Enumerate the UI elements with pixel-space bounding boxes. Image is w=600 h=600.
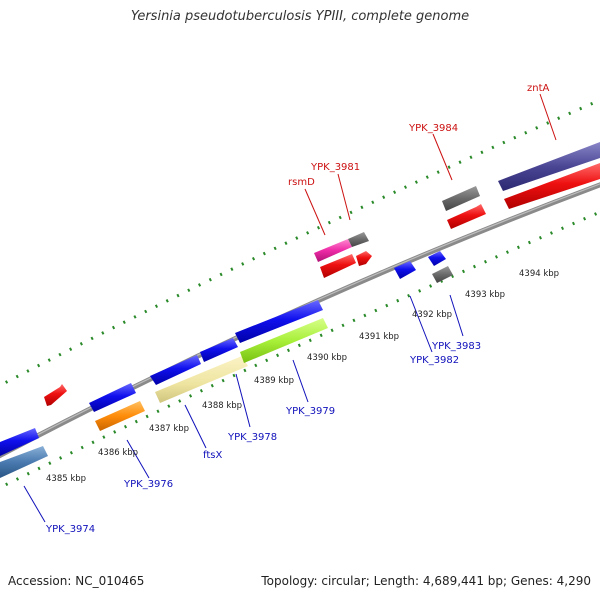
kbp-label-4387: 4387 kbp (149, 424, 189, 434)
kbp-label-4386: 4386 kbp (98, 448, 138, 458)
genome-summary-text: Topology: circular; Length: 4,689,441 bp… (261, 574, 591, 588)
kbp-label-4389: 4389 kbp (254, 376, 294, 386)
label-ypk3982[interactable]: YPK_3982 (409, 355, 459, 366)
gene-ypk3978 (240, 318, 328, 363)
rsmd-leader (304, 188, 326, 236)
label-ftsx[interactable]: ftsX (203, 450, 222, 461)
kbp-label-4388: 4388 kbp (202, 401, 242, 411)
kbp-label-4392: 4392 kbp (412, 310, 452, 320)
reverse-tick-rail (0, 210, 600, 490)
label-ypk3981[interactable]: YPK_3981 (310, 162, 360, 173)
map-title: Yersinia pseudotuberculosis YPIII, compl… (130, 9, 470, 24)
kbp-label-4385: 4385 kbp (46, 474, 86, 484)
label-rsmd[interactable]: rsmD (288, 177, 315, 188)
ypk3982-leader (409, 295, 433, 353)
gene-rsmd (314, 239, 352, 262)
gene-forward-red-4 (504, 163, 600, 209)
ypk3974-leader (23, 485, 46, 523)
gene-ypk3976 (95, 401, 145, 431)
gene-ypk3983-grey (432, 266, 453, 283)
gene-forward-red-1 (320, 254, 356, 278)
kbp-label-4393: 4393 kbp (465, 290, 505, 300)
gene-reverse-blue-3 (150, 355, 201, 385)
ypk3981-leader (337, 173, 351, 221)
forward-tick-rail (0, 98, 600, 388)
gene-ftsx (155, 356, 248, 403)
label-ypk3974[interactable]: YPK_3974 (45, 524, 95, 535)
forward-gene-labels: rsmD YPK_3981 YPK_3984 zntA (288, 83, 550, 188)
reverse-leader-lines (23, 294, 464, 523)
gene-forward-red-small (44, 384, 67, 406)
gene-ypk3974 (0, 446, 48, 478)
kbp-tick-labels: 4385 kbp 4386 kbp 4387 kbp 4388 kbp 4389… (46, 269, 559, 484)
ypk3979-leader (292, 359, 309, 403)
ypk3984-leader (432, 133, 453, 181)
ypk3976-leader (126, 439, 150, 479)
kbp-label-4391: 4391 kbp (359, 332, 399, 342)
label-znta[interactable]: zntA (527, 83, 550, 94)
ftsx-leader (184, 404, 207, 449)
reverse-gene-labels: YPK_3974 YPK_3976 ftsX YPK_3978 YPK_3979… (45, 341, 481, 535)
gene-znta (498, 142, 600, 191)
kbp-label-4394: 4394 kbp (519, 269, 559, 279)
gene-ypk3983-blue (428, 251, 446, 266)
gene-forward-red-3 (447, 204, 486, 229)
gene-ypk3984 (442, 186, 480, 211)
gene-forward-red-2 (356, 251, 372, 266)
ypk3978-leader (235, 373, 251, 428)
label-ypk3984[interactable]: YPK_3984 (408, 123, 458, 134)
gene-ypk3982 (394, 261, 416, 279)
ypk3983-leader (449, 294, 464, 337)
label-ypk3978[interactable]: YPK_3978 (227, 432, 277, 443)
gene-reverse-blue-2 (89, 383, 136, 412)
gene-reverse-blue-left (0, 428, 39, 456)
label-ypk3983[interactable]: YPK_3983 (431, 341, 481, 352)
kbp-label-4390: 4390 kbp (307, 353, 347, 363)
znta-leader (539, 93, 557, 141)
label-ypk3976[interactable]: YPK_3976 (123, 479, 173, 490)
forward-leader-lines (304, 93, 557, 236)
gene-reverse-blue-5 (235, 300, 323, 343)
accession-text: Accession: NC_010465 (8, 574, 145, 588)
gene-reverse-blue-4 (200, 338, 238, 362)
label-ypk3979[interactable]: YPK_3979 (285, 406, 335, 417)
gene-ypk3981 (348, 232, 369, 247)
